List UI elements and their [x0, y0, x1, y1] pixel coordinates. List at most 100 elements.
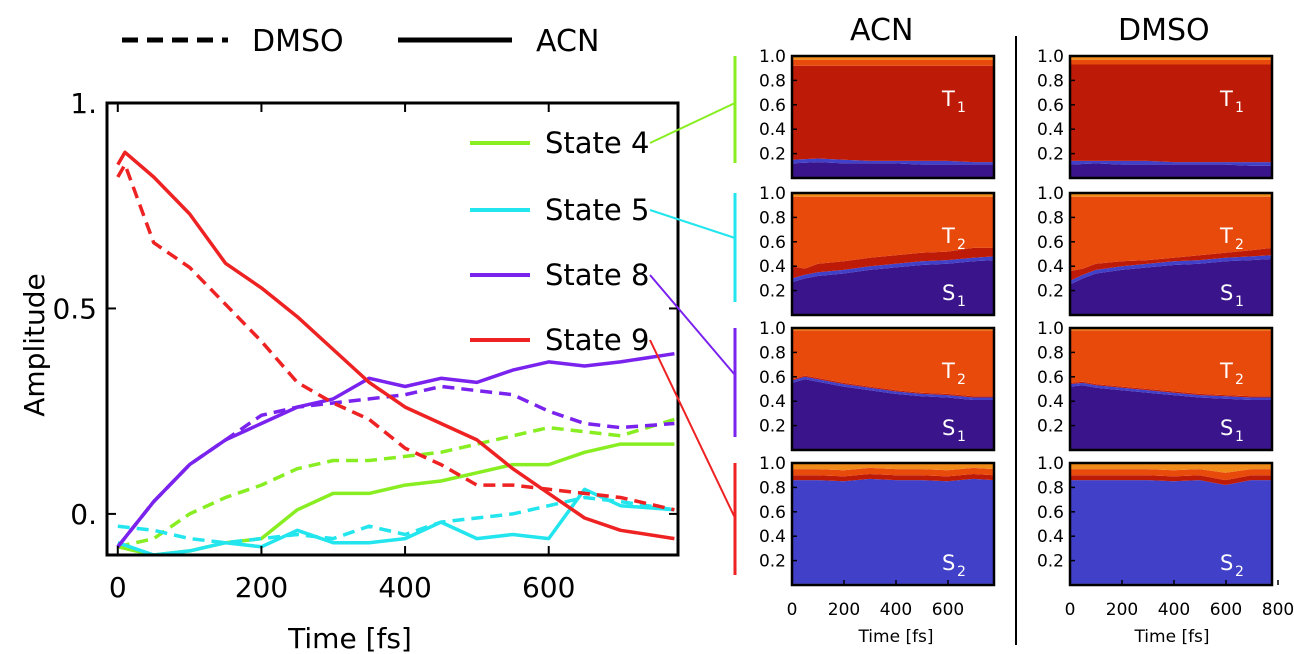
panel-state-label: S	[1220, 551, 1233, 575]
panel-state-label: T	[941, 224, 955, 248]
panel-y-tick-label: 1.0	[759, 47, 786, 67]
panel-state-subscript: 2	[1235, 372, 1244, 388]
panel-y-tick-label: 0.2	[1037, 552, 1064, 572]
panel-y-tick-label: 0.6	[759, 368, 786, 388]
area-t1	[792, 247, 994, 279]
panel-x-tick-label: 600	[932, 600, 964, 620]
panel-y-tick-label: 0.8	[1037, 71, 1064, 91]
panel-y-tick-label: 1.0	[759, 454, 786, 474]
panel-y-tick-label: 0.4	[759, 120, 786, 140]
panel-acn-4: 0.2 0.4 0.6 0.8 1.0 S 2 0 200 400 600	[759, 454, 996, 620]
panel-frame	[790, 461, 996, 587]
panel-state-label: S	[942, 551, 955, 575]
panel-y-tick-label: 0.2	[1037, 145, 1064, 165]
legend-entry-label: State 9	[545, 323, 649, 357]
area-s1	[792, 379, 994, 450]
panel-state-label: T	[1219, 87, 1233, 111]
panel-state-label: T	[1219, 359, 1233, 383]
area-s1	[1070, 163, 1272, 178]
panel-y-tick-label: 0.8	[759, 71, 786, 91]
dmso-style-label: DMSO	[252, 24, 344, 59]
panel-y-tick-label: 0.4	[1037, 527, 1064, 547]
panel-state-subscript: 2	[957, 372, 966, 388]
panel-y-tick-label: 0.2	[1037, 417, 1064, 437]
panel-state-subscript: 2	[1235, 564, 1244, 580]
panel-y-tick-label: 0.4	[1037, 257, 1064, 277]
panel-frame	[790, 54, 996, 180]
area-s2	[792, 158, 994, 165]
area-s2	[792, 376, 994, 400]
panel-frame	[1068, 326, 1274, 452]
panel-y-tick-label: 1.0	[759, 184, 786, 204]
legend-entry-label: State 8	[545, 258, 649, 292]
line-state-8-acn	[116, 351, 675, 548]
area-t2	[1070, 330, 1272, 397]
panel-y-tick-label: 0.8	[1037, 478, 1064, 498]
area-t2	[792, 59, 994, 66]
panel-state-label: S	[1220, 416, 1233, 440]
panel-y-tick-label: 0.6	[1037, 503, 1064, 523]
area-s2	[792, 256, 994, 283]
area-t2	[1070, 196, 1272, 272]
panel-y-tick-label: 1.0	[1037, 47, 1064, 67]
panel-state-label: S	[942, 281, 955, 305]
line-state-4-dmso	[117, 417, 675, 549]
panel-y-tick-label: 0.4	[759, 257, 786, 277]
x-tick-label: 200	[235, 571, 288, 604]
line-state-8-dmso	[116, 384, 675, 548]
panel-y-tick-label: 0.4	[759, 392, 786, 412]
panel-frame	[790, 326, 996, 452]
y-tick-label: 0.5	[52, 292, 97, 325]
connector-line	[649, 274, 736, 376]
panel-connectors	[649, 56, 737, 575]
state-panels: 0.20.40.60.81.0T 10.20.40.60.81.0T 10.20.4…	[759, 47, 1294, 620]
area-t2	[792, 196, 994, 269]
panel-y-tick-label: 0.4	[1037, 392, 1064, 412]
panel-y-tick-label: 0.2	[759, 282, 786, 302]
panel-y-tick-label: 0.8	[1037, 208, 1064, 228]
panel-y-tick-label: 0.4	[759, 527, 786, 547]
area-t2	[792, 330, 994, 397]
panel-state-label: T	[1219, 224, 1233, 248]
x-tick-label: 400	[378, 571, 431, 604]
panel-x-tick-label: 800	[1262, 600, 1294, 620]
x-tick-label: 0	[109, 571, 127, 604]
panel-y-tick-label: 0.2	[759, 417, 786, 437]
panel-frame	[1068, 54, 1274, 180]
panel-y-tick-label: 0.8	[759, 208, 786, 228]
area-s2	[1070, 160, 1272, 166]
panel-y-tick-label: 1.0	[1037, 454, 1064, 474]
series-legend: State 4 State 5 State 8 State 9	[470, 126, 649, 357]
panel-y-tick-label: 1.0	[759, 319, 786, 339]
plot-frame	[105, 101, 680, 557]
area-t1	[792, 65, 994, 163]
panel-acn-3: 0.2 0.4 0.6 0.8 1.0 T 2 S 1	[759, 319, 996, 452]
panel-state-subscript: 1	[1235, 294, 1244, 310]
line-state-5-acn	[117, 487, 675, 555]
panel-frame	[1068, 191, 1274, 317]
panel-x-tick-label: 0	[787, 600, 798, 620]
panel-y-tick-label: 0.6	[1037, 368, 1064, 388]
area-t1	[792, 474, 994, 482]
panel-x-tick-label: 200	[1106, 600, 1138, 620]
panel-state-label: T	[941, 359, 955, 383]
panel-dmso-1: 0.2 0.4 0.6 0.8 1.0 T 1	[1037, 47, 1274, 180]
area-s1	[1070, 385, 1272, 450]
connector-line	[649, 209, 736, 239]
panel-state-label: T	[941, 87, 955, 111]
area-s1	[1070, 258, 1272, 315]
area-t2	[1070, 469, 1272, 481]
panel-dmso-2: 0.2 0.4 0.6 0.8 1.0 T 2 S 1	[1037, 184, 1274, 317]
panel-y-tick-label: 0.6	[1037, 96, 1064, 116]
area-s2	[1070, 480, 1272, 584]
panel-y-tick-label: 0.8	[759, 478, 786, 498]
area-t1	[1070, 381, 1272, 398]
panel-state-subscript: 1	[1235, 429, 1244, 445]
panel-state-subscript: 1	[1235, 100, 1244, 116]
panel-x-tick-label: 400	[1158, 600, 1190, 620]
area-t1	[1070, 64, 1272, 163]
area-s2	[1070, 255, 1272, 285]
panel-state-subscript: 1	[957, 429, 966, 445]
